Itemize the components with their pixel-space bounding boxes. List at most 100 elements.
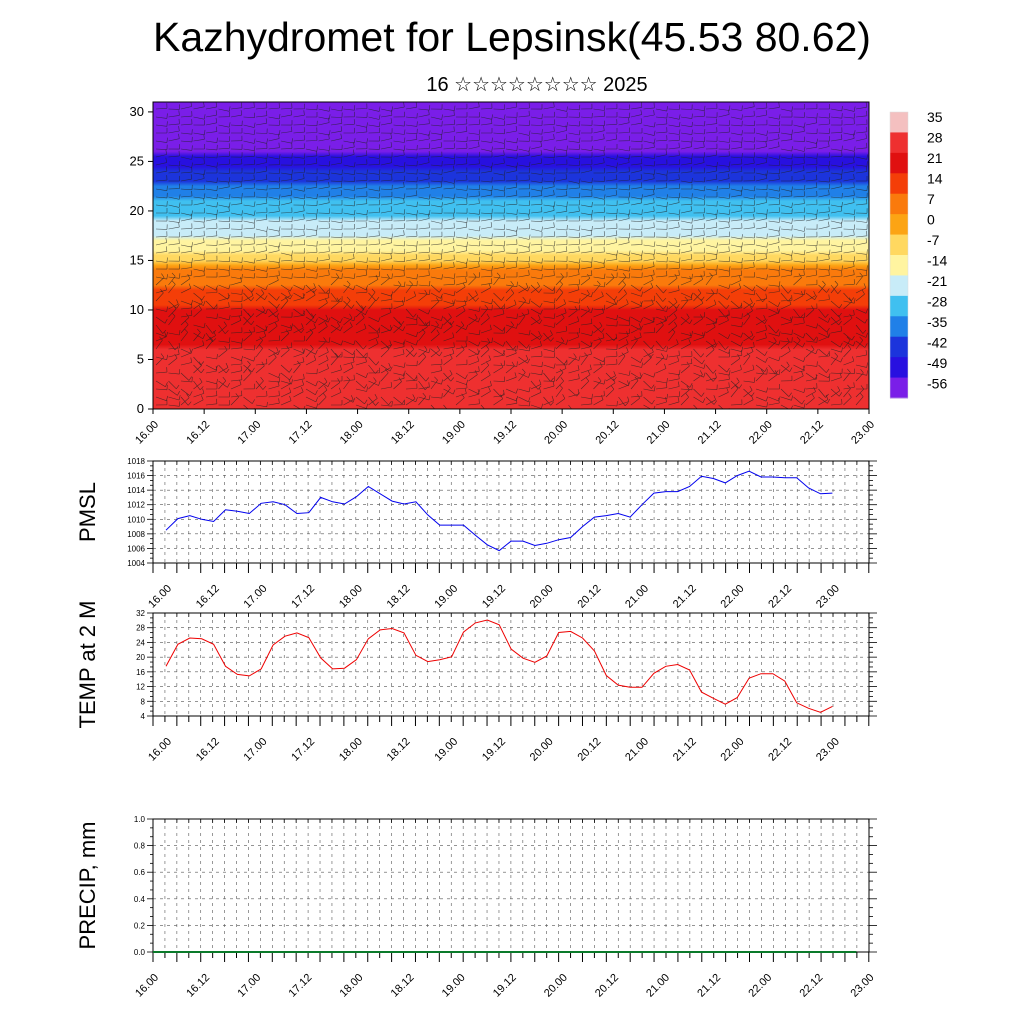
colorbar-swatch [890, 357, 908, 379]
heatmap-ytick-label: 25 [130, 153, 144, 168]
colorbar-label: 28 [927, 130, 943, 146]
heatmap-xtick-label: 19.00 [440, 419, 468, 447]
precip-panel: 0.0 0.2 0.4 0.6 0.8 1.0 16.00 16.12 17.00 17.12 18… [75, 815, 877, 1000]
xtick-label: 18.12 [385, 736, 413, 764]
heatmap-xtick-label: 16.12 [184, 419, 212, 447]
xtick-label: 19.12 [480, 736, 508, 764]
ytick-label: 24 [136, 638, 145, 647]
xtick-label: 21.00 [623, 736, 651, 764]
xtick-label: 20.00 [528, 736, 556, 764]
heatmap-xtick-label: 23.00 [849, 419, 877, 447]
xtick-label: 18.00 [337, 736, 365, 764]
colorbar-swatch [890, 132, 908, 154]
ytick-label: 0.4 [134, 895, 146, 904]
ytick-label: 1.0 [134, 815, 146, 824]
xtick-label: 21.12 [671, 736, 699, 764]
colorbar-label: -42 [927, 335, 947, 351]
xtick-label: 23.00 [849, 972, 877, 1000]
xtick-label: 18.12 [389, 972, 417, 1000]
heatmap-xtick-label: 21.00 [645, 419, 673, 447]
colorbar-swatch [890, 316, 908, 338]
heatmap-xtick-label: 19.12 [491, 419, 519, 447]
ytick-label: 8 [141, 697, 146, 706]
heatmap-xtick-label: 20.12 [593, 419, 621, 447]
ytick-label: 1016 [127, 472, 145, 481]
colorbar-swatch [890, 255, 908, 276]
colorbar-swatch [890, 336, 908, 358]
xtick-label: 19.00 [432, 736, 460, 764]
ytick-label: 0.0 [134, 948, 146, 957]
heatmap-xtick-label: 22.12 [798, 419, 826, 447]
y-axis-title: PMSL [75, 482, 100, 542]
xtick-label: 19.12 [491, 972, 519, 1000]
colorbar-label: -49 [927, 355, 947, 371]
temp2m-panel: 4 8 12 16 20 24 28 32 16.00 16.12 17.00 17.12 18.00 1… [75, 601, 877, 764]
xtick-label: 18.00 [338, 972, 366, 1000]
colorbar-label: 35 [927, 109, 943, 125]
xtick-label: 20.12 [593, 972, 621, 1000]
ytick-label: 4 [141, 712, 146, 721]
xtick-label: 17.12 [289, 736, 317, 764]
colorbar-frame [889, 111, 909, 399]
xtick-label: 17.00 [242, 736, 270, 764]
xtick-label: 21.12 [695, 972, 723, 1000]
xtick-label: 22.00 [719, 736, 747, 764]
heatmap-xtick-label: 17.12 [287, 419, 315, 447]
colorbar-swatch [890, 377, 908, 399]
heatmap-xtick-label: 22.00 [747, 419, 775, 447]
xtick-label: 22.12 [766, 736, 794, 764]
xtick-label: 20.12 [575, 583, 603, 611]
ytick-label: 12 [136, 683, 145, 692]
ytick-label: 0.6 [134, 868, 146, 877]
ytick-label: 28 [136, 624, 145, 633]
xtick-label: 18.12 [385, 583, 413, 611]
xtick-label: 21.12 [671, 583, 699, 611]
heatmap-ytick-label: 0 [137, 401, 144, 416]
heatmap-xtick-label: 18.00 [338, 419, 366, 447]
xtick-label: 17.12 [289, 583, 317, 611]
heatmap-xtick-label: 18.12 [389, 419, 417, 447]
colorbar-label: -14 [927, 253, 947, 269]
ytick-label: 0.2 [134, 921, 146, 930]
heatmap-xtick-label: 20.00 [542, 419, 570, 447]
colorbar-swatch [890, 112, 908, 133]
xtick-label: 16.12 [184, 972, 212, 1000]
xtick-label: 20.00 [528, 583, 556, 611]
ytick-label: 32 [136, 609, 145, 618]
xtick-label: 21.00 [644, 972, 672, 1000]
xtick-label: 17.00 [235, 972, 263, 1000]
heatmap-panel: 0 5 10 15 20 25 30 16.00 16.12 17.00 17.12 18.00 18.… [130, 101, 877, 447]
heatmap-ytick-label: 15 [130, 252, 144, 267]
heatmap-field [153, 102, 869, 409]
xtick-label: 21.00 [623, 583, 651, 611]
colorbar-swatch [890, 275, 908, 297]
xtick-label: 23.00 [814, 583, 842, 611]
xtick-label: 16.00 [146, 583, 174, 611]
series-line [165, 470, 833, 552]
colorbar-label: -7 [927, 232, 940, 248]
xtick-label: 19.12 [480, 583, 508, 611]
xtick-label: 16.12 [194, 583, 222, 611]
heatmap-ytick-label: 20 [130, 203, 144, 218]
xtick-label: 18.00 [337, 583, 365, 611]
colorbar-label: 21 [927, 150, 943, 166]
ytick-label: 1014 [127, 486, 145, 495]
heatmap-ytick-label: 30 [130, 104, 144, 119]
xtick-label: 22.12 [766, 583, 794, 611]
colorbar-swatch [890, 295, 908, 317]
xtick-label: 17.00 [242, 583, 270, 611]
xtick-label: 16.12 [194, 736, 222, 764]
colorbar-swatch [890, 234, 908, 256]
colorbar-swatch [890, 173, 908, 195]
colorbar-label: 7 [927, 191, 935, 207]
xtick-label: 22.12 [797, 972, 825, 1000]
series-line [165, 619, 833, 713]
colorbar-swatch [890, 152, 908, 174]
xtick-label: 19.00 [440, 972, 468, 1000]
xtick-label: 16.00 [133, 972, 161, 1000]
ytick-label: 1004 [127, 559, 145, 568]
xtick-label: 22.00 [719, 583, 747, 611]
colorbar-label: -35 [927, 314, 947, 330]
y-axis-title: PRECIP, mm [75, 822, 100, 950]
ytick-label: 1010 [127, 515, 145, 524]
